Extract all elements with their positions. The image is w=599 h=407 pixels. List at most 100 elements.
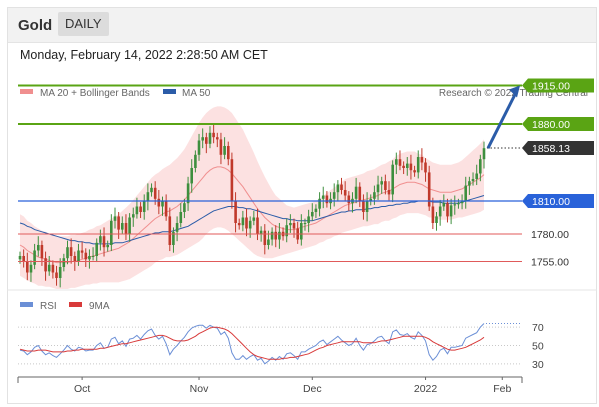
candle-body bbox=[237, 223, 241, 226]
candle-body bbox=[471, 179, 475, 182]
level-tag bbox=[522, 194, 594, 208]
candle-body bbox=[88, 256, 91, 260]
candle-body bbox=[194, 154, 197, 168]
x-axis-label: Oct bbox=[74, 383, 90, 395]
candle-body bbox=[124, 223, 128, 234]
candle-body bbox=[44, 258, 47, 272]
candle-body bbox=[157, 198, 161, 207]
candle-body bbox=[80, 250, 84, 253]
candle-body bbox=[340, 184, 343, 190]
candle-body bbox=[128, 217, 131, 234]
legend-9ma: 9MA bbox=[89, 301, 110, 312]
candle-body bbox=[179, 212, 183, 223]
candle-body bbox=[263, 230, 267, 245]
candle-body bbox=[69, 247, 73, 256]
candle-body bbox=[73, 256, 77, 262]
candle-body bbox=[95, 242, 98, 256]
candle-body bbox=[420, 157, 424, 163]
candle-body bbox=[318, 198, 321, 209]
candle-body bbox=[135, 206, 139, 215]
candle-body bbox=[300, 223, 303, 240]
candle-body bbox=[212, 132, 215, 138]
candle-body bbox=[33, 250, 36, 265]
main-legend: MA 20 + Bollinger Bands MA 50 Research ©… bbox=[20, 88, 588, 99]
candle-body bbox=[457, 203, 460, 205]
projection-arrow-head bbox=[509, 85, 520, 98]
level-label: 1880.00 bbox=[532, 119, 570, 131]
candle-body bbox=[464, 185, 467, 201]
x-axis: Oct Nov Dec 2022 Feb bbox=[17, 376, 523, 395]
legend-swatch-rsi bbox=[20, 302, 33, 307]
candle-body bbox=[142, 201, 146, 212]
rsi-legend: RSI 9MA bbox=[20, 301, 110, 312]
candle-body bbox=[117, 216, 120, 230]
candle-body bbox=[245, 217, 248, 229]
candle-body bbox=[427, 172, 431, 207]
candle-body bbox=[99, 236, 102, 243]
candle-body bbox=[62, 258, 66, 267]
candle-body bbox=[438, 206, 442, 217]
candle-body bbox=[336, 184, 340, 193]
timeframe-badge[interactable]: DAILY bbox=[58, 12, 109, 36]
candle-body bbox=[139, 206, 142, 212]
candle-body bbox=[161, 201, 164, 207]
candle-body bbox=[201, 137, 204, 141]
candle-body bbox=[26, 261, 29, 273]
candle-body bbox=[395, 159, 398, 165]
legend-swatch-9ma bbox=[69, 302, 82, 307]
candle-body bbox=[223, 146, 226, 155]
candle-body bbox=[442, 203, 446, 207]
candle-body bbox=[431, 206, 435, 223]
candle-body bbox=[398, 159, 402, 166]
candle-body bbox=[409, 163, 413, 171]
legend-ma50: MA 50 bbox=[182, 88, 211, 99]
candle-body bbox=[37, 245, 40, 251]
candle-body bbox=[172, 231, 175, 245]
x-axis-label: 2022 bbox=[414, 383, 438, 395]
rsi-line bbox=[19, 323, 485, 365]
candle-body bbox=[468, 181, 471, 186]
candle-body bbox=[307, 216, 310, 223]
rsi-tick-label: 50 bbox=[532, 341, 544, 353]
candle-body bbox=[362, 201, 365, 212]
candle-body bbox=[347, 195, 351, 204]
legend-rsi: RSI bbox=[40, 301, 57, 312]
candle-body bbox=[460, 201, 464, 204]
candle-body bbox=[387, 190, 391, 195]
candle-body bbox=[58, 267, 62, 278]
candle-body bbox=[446, 203, 449, 217]
rsi-tick-label: 70 bbox=[532, 322, 544, 334]
candle-body bbox=[22, 256, 25, 262]
legend-ma20: MA 20 + Bollinger Bands bbox=[40, 88, 150, 99]
rsi-ma9-line bbox=[19, 326, 485, 360]
candle-body bbox=[406, 163, 409, 168]
x-axis-label: Nov bbox=[190, 383, 209, 395]
candle-body bbox=[380, 181, 383, 185]
level-tag bbox=[522, 141, 594, 156]
candle-body bbox=[278, 231, 281, 240]
level-label: 1858.13 bbox=[532, 143, 570, 155]
candle-body bbox=[289, 223, 292, 226]
candle-body bbox=[102, 236, 106, 248]
bollinger-band bbox=[20, 106, 484, 290]
candle-body bbox=[197, 140, 201, 155]
level-label: 1755.00 bbox=[531, 257, 569, 269]
level-tag bbox=[522, 117, 594, 131]
candle-body bbox=[190, 168, 193, 184]
candle-body bbox=[208, 132, 212, 144]
candle-body bbox=[91, 256, 95, 257]
candle-body bbox=[168, 216, 172, 245]
candle-body bbox=[413, 170, 416, 173]
candle-body bbox=[113, 216, 117, 221]
legend-swatch-ma20 bbox=[20, 89, 33, 94]
candle-body bbox=[146, 192, 150, 201]
projection-arrow-shaft bbox=[486, 89, 519, 149]
candle-body bbox=[416, 157, 420, 173]
x-axis-label: Feb bbox=[493, 383, 511, 395]
candle-body bbox=[325, 195, 329, 204]
timestamp: Monday, February 14, 2022 2:28:50 AM CET bbox=[20, 48, 268, 62]
legend-swatch-ma50 bbox=[163, 89, 176, 94]
candle-body bbox=[110, 220, 113, 245]
candle-body bbox=[256, 217, 259, 234]
candle-body bbox=[270, 231, 274, 240]
